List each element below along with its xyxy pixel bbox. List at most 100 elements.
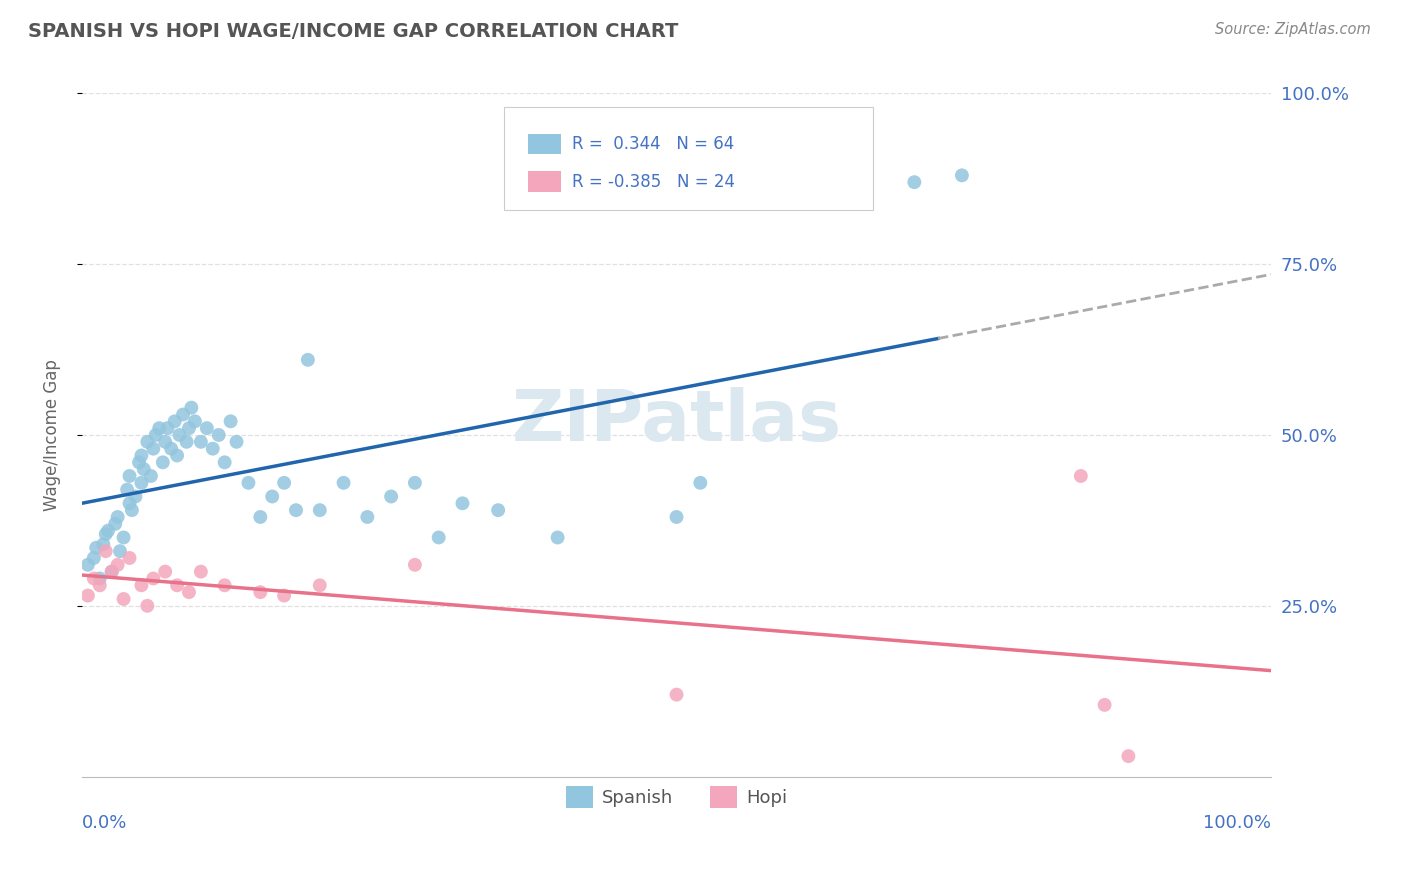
Point (451, 496, 474, 510)
Point (903, 175, 925, 189)
Text: R =  0.344   N = 64: R = 0.344 N = 64 (572, 135, 734, 153)
Point (689, 475, 711, 490)
Point (104, 516, 127, 531)
Point (404, 475, 426, 490)
Point (112, 531, 135, 545)
Point (142, 442, 165, 456)
Point (108, 544, 131, 558)
Point (152, 455, 174, 469)
Point (427, 531, 450, 545)
Point (214, 455, 236, 469)
Point (214, 578, 236, 592)
FancyBboxPatch shape (505, 107, 873, 210)
Point (1094, 698, 1116, 712)
Point (201, 442, 224, 456)
Point (1070, 469, 1092, 483)
Point (145, 428, 167, 442)
Point (142, 572, 165, 586)
Point (118, 469, 141, 483)
Point (190, 434, 212, 449)
Point (404, 558, 426, 572)
Point (118, 551, 141, 566)
Point (166, 449, 188, 463)
Point (153, 434, 176, 449)
Legend: Spanish, Hopi: Spanish, Hopi (560, 779, 794, 815)
Point (84, 541, 107, 555)
Point (356, 510, 378, 524)
Point (297, 352, 319, 367)
Point (100, 565, 122, 579)
Point (332, 475, 354, 490)
Point (93, 537, 115, 551)
Point (124, 490, 146, 504)
Text: Source: ZipAtlas.com: Source: ZipAtlas.com (1215, 22, 1371, 37)
Point (136, 434, 159, 449)
Point (107, 558, 129, 572)
Point (249, 585, 271, 599)
FancyBboxPatch shape (527, 134, 561, 154)
Point (131, 578, 153, 592)
Point (262, 490, 284, 504)
Point (308, 503, 330, 517)
Point (177, 585, 200, 599)
Point (136, 599, 159, 613)
Point (285, 503, 308, 517)
Point (180, 401, 202, 415)
Point (131, 475, 153, 490)
Point (156, 421, 179, 435)
Point (1118, 749, 1140, 764)
Point (163, 414, 186, 428)
Point (83, 551, 105, 566)
Point (249, 510, 271, 524)
Point (160, 442, 183, 456)
Text: R = -0.385   N = 24: R = -0.385 N = 24 (572, 172, 735, 191)
Point (89, 572, 111, 586)
Point (308, 578, 330, 592)
Point (139, 469, 162, 483)
Point (77, 589, 100, 603)
Point (77, 558, 100, 572)
Point (169, 428, 191, 442)
Text: ZIPatlas: ZIPatlas (512, 387, 842, 456)
Point (238, 475, 260, 490)
Point (665, 510, 688, 524)
Y-axis label: Wage/Income Gap: Wage/Income Gap (44, 359, 60, 511)
Point (380, 490, 402, 504)
Point (665, 688, 688, 702)
Point (195, 421, 218, 435)
Point (176, 434, 198, 449)
Point (132, 462, 155, 476)
Point (486, 503, 509, 517)
Point (115, 483, 138, 497)
Point (219, 414, 242, 428)
Point (89, 578, 111, 592)
Point (100, 565, 122, 579)
Point (97, 524, 120, 538)
Point (83, 572, 105, 586)
Point (153, 565, 176, 579)
Point (273, 475, 295, 490)
Text: SPANISH VS HOPI WAGE/INCOME GAP CORRELATION CHART: SPANISH VS HOPI WAGE/INCOME GAP CORRELAT… (28, 22, 679, 41)
Text: 100.0%: 100.0% (1204, 814, 1271, 832)
Point (107, 510, 129, 524)
Point (121, 503, 143, 517)
Point (184, 414, 207, 428)
Point (273, 589, 295, 603)
Point (128, 455, 150, 469)
Point (118, 496, 141, 510)
Point (112, 591, 135, 606)
Point (148, 421, 170, 435)
Point (190, 565, 212, 579)
Point (94, 544, 117, 558)
Text: 0.0%: 0.0% (82, 814, 128, 832)
Point (177, 421, 200, 435)
Point (166, 578, 188, 592)
Point (94, 527, 117, 541)
Point (208, 428, 231, 442)
Point (131, 449, 153, 463)
Point (225, 434, 247, 449)
Point (547, 531, 569, 545)
FancyBboxPatch shape (527, 171, 561, 192)
Point (950, 169, 973, 183)
Point (172, 408, 194, 422)
